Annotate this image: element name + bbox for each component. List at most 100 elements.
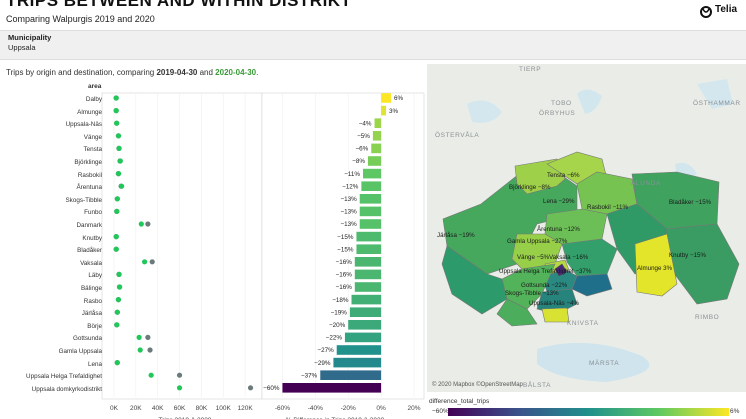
trips-2019-point[interactable] [145, 334, 151, 340]
difference-bar[interactable] [354, 257, 382, 267]
difference-bar[interactable] [333, 357, 382, 368]
map-region-label[interactable]: Gottsunda −22% [521, 282, 568, 289]
difference-bar[interactable] [344, 332, 382, 343]
map-region-label[interactable]: Årentuna −12% [537, 226, 580, 233]
trips-2020-point[interactable] [114, 322, 120, 328]
difference-bar-label: −6% [355, 146, 368, 153]
map-place-label: ALUNDA [631, 180, 661, 187]
caption-suffix: . [256, 68, 259, 77]
difference-bar[interactable] [381, 93, 391, 103]
trips-2019-point[interactable] [247, 385, 254, 391]
difference-bar[interactable] [359, 219, 382, 229]
trips-2020-point[interactable] [113, 246, 119, 252]
trips-2020-point[interactable] [119, 183, 125, 189]
municipality-filter[interactable]: Uppsala [8, 43, 36, 52]
map-copyright: © 2020 Mapbox ©OpenStreetMap [432, 382, 523, 388]
difference-bar[interactable] [371, 143, 382, 154]
area-label: Börje [87, 322, 102, 330]
area-label: Rasbokil [77, 171, 102, 179]
trips-2020-point[interactable] [148, 372, 154, 378]
choropleth-map[interactable] [427, 64, 746, 392]
map-region-label[interactable]: Skogs-Tibble −13% [505, 290, 559, 297]
difference-bar[interactable] [359, 194, 382, 204]
trips-2020-point[interactable] [114, 208, 120, 214]
caption-date-2019: 2019-04-30 [156, 68, 198, 77]
trips-x-tick-label: 0K [110, 405, 119, 412]
difference-x-tick-label: -60% [275, 405, 290, 412]
map-region-label[interactable]: Lena −29% [543, 198, 575, 205]
difference-bar[interactable] [374, 118, 382, 128]
difference-bar[interactable] [282, 383, 382, 393]
map-region-label[interactable]: Tensta −6% [547, 172, 580, 179]
legend-max: 6% [730, 408, 740, 415]
trips-2020-point[interactable] [116, 271, 122, 277]
difference-bar[interactable] [361, 181, 382, 191]
trips-2020-point[interactable] [137, 347, 143, 353]
area-label: Årentuna [76, 184, 102, 192]
difference-bar[interactable] [356, 231, 382, 242]
map-region-label[interactable]: Knutby −15% [669, 252, 706, 259]
trips-2020-point[interactable] [115, 297, 122, 303]
difference-bar-label: −16% [336, 272, 353, 279]
map-region-label[interactable]: Bladåker −15% [669, 199, 712, 206]
difference-bar[interactable] [359, 206, 382, 217]
legend-min: −60% [432, 408, 449, 415]
difference-bar[interactable] [354, 269, 382, 280]
difference-bar[interactable] [351, 294, 382, 305]
trips-2020-point[interactable] [117, 158, 123, 164]
area-label: Vaksala [80, 259, 102, 267]
trips-x-axis-label: Trips 2019 & 2020 [159, 417, 212, 419]
difference-bar[interactable] [372, 131, 382, 141]
caption-prefix: Trips by origin and destination, compari… [6, 68, 157, 77]
trips-2020-point[interactable] [115, 171, 122, 177]
trips-2019-point[interactable] [176, 372, 183, 378]
trips-2020-point[interactable] [138, 221, 144, 227]
difference-bar-label: −4% [359, 120, 372, 127]
legend-title: difference_total_trips [429, 398, 490, 405]
trips-2020-point[interactable] [176, 385, 183, 391]
difference-x-tick-label: 0% [376, 405, 386, 412]
map-region-label[interactable]: Uppsala Helga Trefaldighet −37% [499, 268, 592, 275]
trips-2020-point[interactable] [114, 120, 120, 126]
trips-2019-point[interactable] [149, 259, 155, 265]
trips-2020-point[interactable] [114, 309, 120, 315]
trips-2019-point[interactable] [147, 347, 153, 353]
trips-2020-point[interactable] [114, 360, 120, 366]
difference-bar[interactable] [367, 156, 382, 166]
difference-bar[interactable] [354, 282, 382, 292]
trips-2020-point[interactable] [114, 196, 120, 202]
difference-bar[interactable] [348, 320, 382, 330]
difference-bar[interactable] [336, 345, 382, 355]
difference-bar-label: −16% [336, 259, 353, 266]
area-column-header: area [88, 83, 102, 90]
map-region-label[interactable]: Uppsala-Näs −4% [529, 300, 580, 307]
trips-2020-point[interactable] [116, 145, 122, 151]
trips-2020-point[interactable] [115, 133, 122, 139]
trips-2020-point[interactable] [113, 108, 119, 114]
difference-bar[interactable] [320, 370, 382, 380]
trips-2020-point[interactable] [136, 334, 142, 340]
map-view[interactable]: TIERP TOBO ÖRBYHUS ÖSTHAMMAR ÖSTERVÅLA ALUNDA… [427, 64, 746, 392]
map-region-label[interactable]: Järlåsa −19% [437, 232, 475, 239]
area-label: Uppsala Helga Trefaldighet [26, 373, 102, 381]
area-label: Knutby [82, 234, 102, 242]
difference-bar[interactable] [363, 168, 382, 179]
map-region-label[interactable]: Almunge 3% [637, 265, 673, 272]
map-region-label[interactable]: Rasbokil −11% [587, 204, 628, 211]
difference-bar[interactable] [381, 105, 387, 116]
map-region-label[interactable]: Björklinge −8% [509, 184, 551, 191]
trips-2020-point[interactable] [113, 234, 119, 240]
trips-charts: 0K20K40K60K80K100K120KTrips 2019 & 2020 … [101, 92, 425, 419]
difference-bar[interactable] [349, 307, 382, 317]
trips-2019-point[interactable] [145, 221, 151, 227]
map-region-label[interactable]: Vaksala −16% [549, 254, 589, 261]
trips-2020-point[interactable] [113, 95, 119, 101]
difference-bar-label: −22% [326, 335, 343, 342]
trips-2020-point[interactable] [117, 284, 123, 290]
difference-bar-label: 6% [394, 95, 404, 102]
map-region-label[interactable]: Vänge −5% [517, 254, 550, 261]
area-label: Lena [87, 360, 102, 368]
map-region-label[interactable]: Gamla Uppsala −27% [507, 238, 568, 245]
trips-2020-point[interactable] [141, 259, 148, 265]
difference-bar[interactable] [356, 244, 382, 254]
